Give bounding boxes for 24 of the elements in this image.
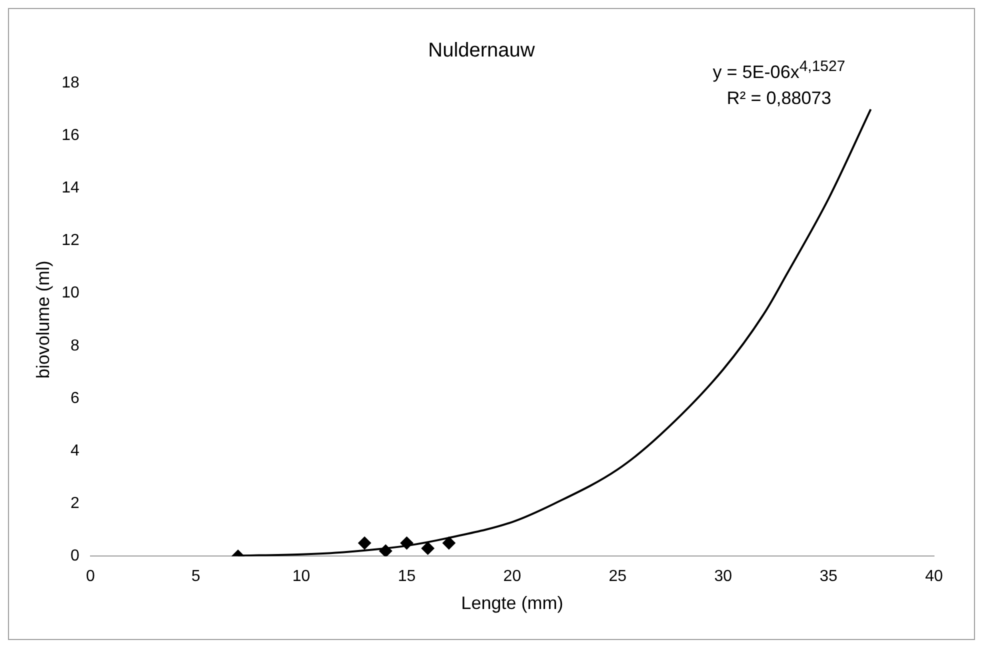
text: y = 5E-06x$^{4,1527}$ [712,57,846,84]
y-tick-label: 18 [62,74,80,92]
x-tick-label: 5 [191,568,200,586]
x-tick-label: 30 [714,568,732,586]
x-axis-title: Lengte (mm) [461,593,564,614]
y-tick-label: 8 [70,337,80,354]
y-tick-label: 12 [62,232,80,250]
x-tick-label: 10 [292,568,310,586]
x-tick-label: 20 [503,568,522,586]
y-tick-label: 2 [70,495,80,512]
x-tick-label: 0 [86,568,95,586]
x-tick-label: 25 [608,568,627,586]
y-tick-label: 4 [70,442,80,460]
y-tick-label: 0 [70,548,80,565]
y-tick-label: 10 [62,284,80,302]
y-tick-label: 16 [62,126,80,144]
x-tick-label: 15 [398,568,416,586]
y-tick-label: 6 [70,390,80,407]
y-tick-label: 14 [62,180,80,197]
y-axis-title: biovolume (ml) [32,260,53,379]
annotation: R² = 0,88073 [726,87,832,110]
x-tick-label: 40 [925,568,943,586]
x-tick-label: 35 [820,568,838,586]
chart-title: Nuldernauw [428,40,536,62]
